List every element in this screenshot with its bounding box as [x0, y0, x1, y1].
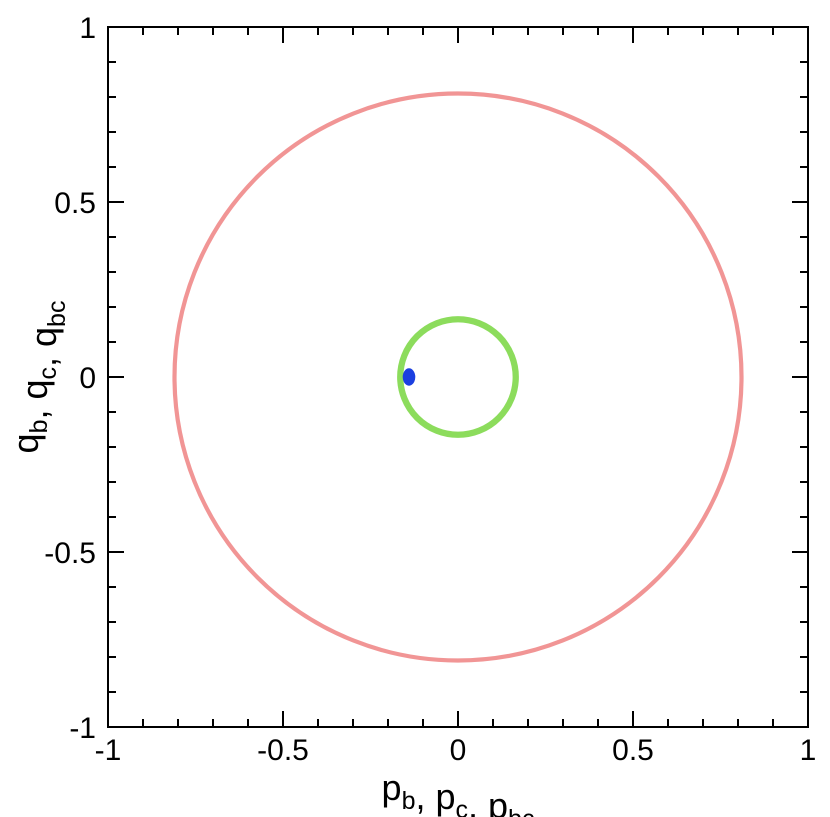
series-ring-0 — [172, 91, 744, 663]
x-axis-label: pb, pc, pbc — [382, 767, 535, 817]
x-tick-label: 0.5 — [612, 734, 654, 767]
x-tick-label: -1 — [95, 734, 122, 767]
data-layer — [172, 91, 744, 663]
y-axis-label: qb, qc, qbc — [5, 301, 71, 454]
y-tick-label: 0 — [79, 362, 96, 395]
plot-frame — [107, 26, 809, 728]
y-tick-label: 1 — [79, 12, 96, 45]
y-tick-label: -0.5 — [44, 537, 96, 570]
y-tick-label: 0.5 — [54, 187, 96, 220]
ticks-layer — [107, 26, 809, 728]
series-blob-2 — [402, 368, 416, 386]
y-tick-label: -1 — [69, 712, 96, 745]
tick-labels: -1 -0.5 0 0.5 1 -1 -0.5 0 0.5 1 — [44, 12, 816, 767]
x-tick-label: 0 — [450, 734, 467, 767]
x-tick-label: -0.5 — [257, 734, 309, 767]
series-ring-1 — [397, 316, 519, 438]
x-tick-label: 1 — [800, 734, 817, 767]
